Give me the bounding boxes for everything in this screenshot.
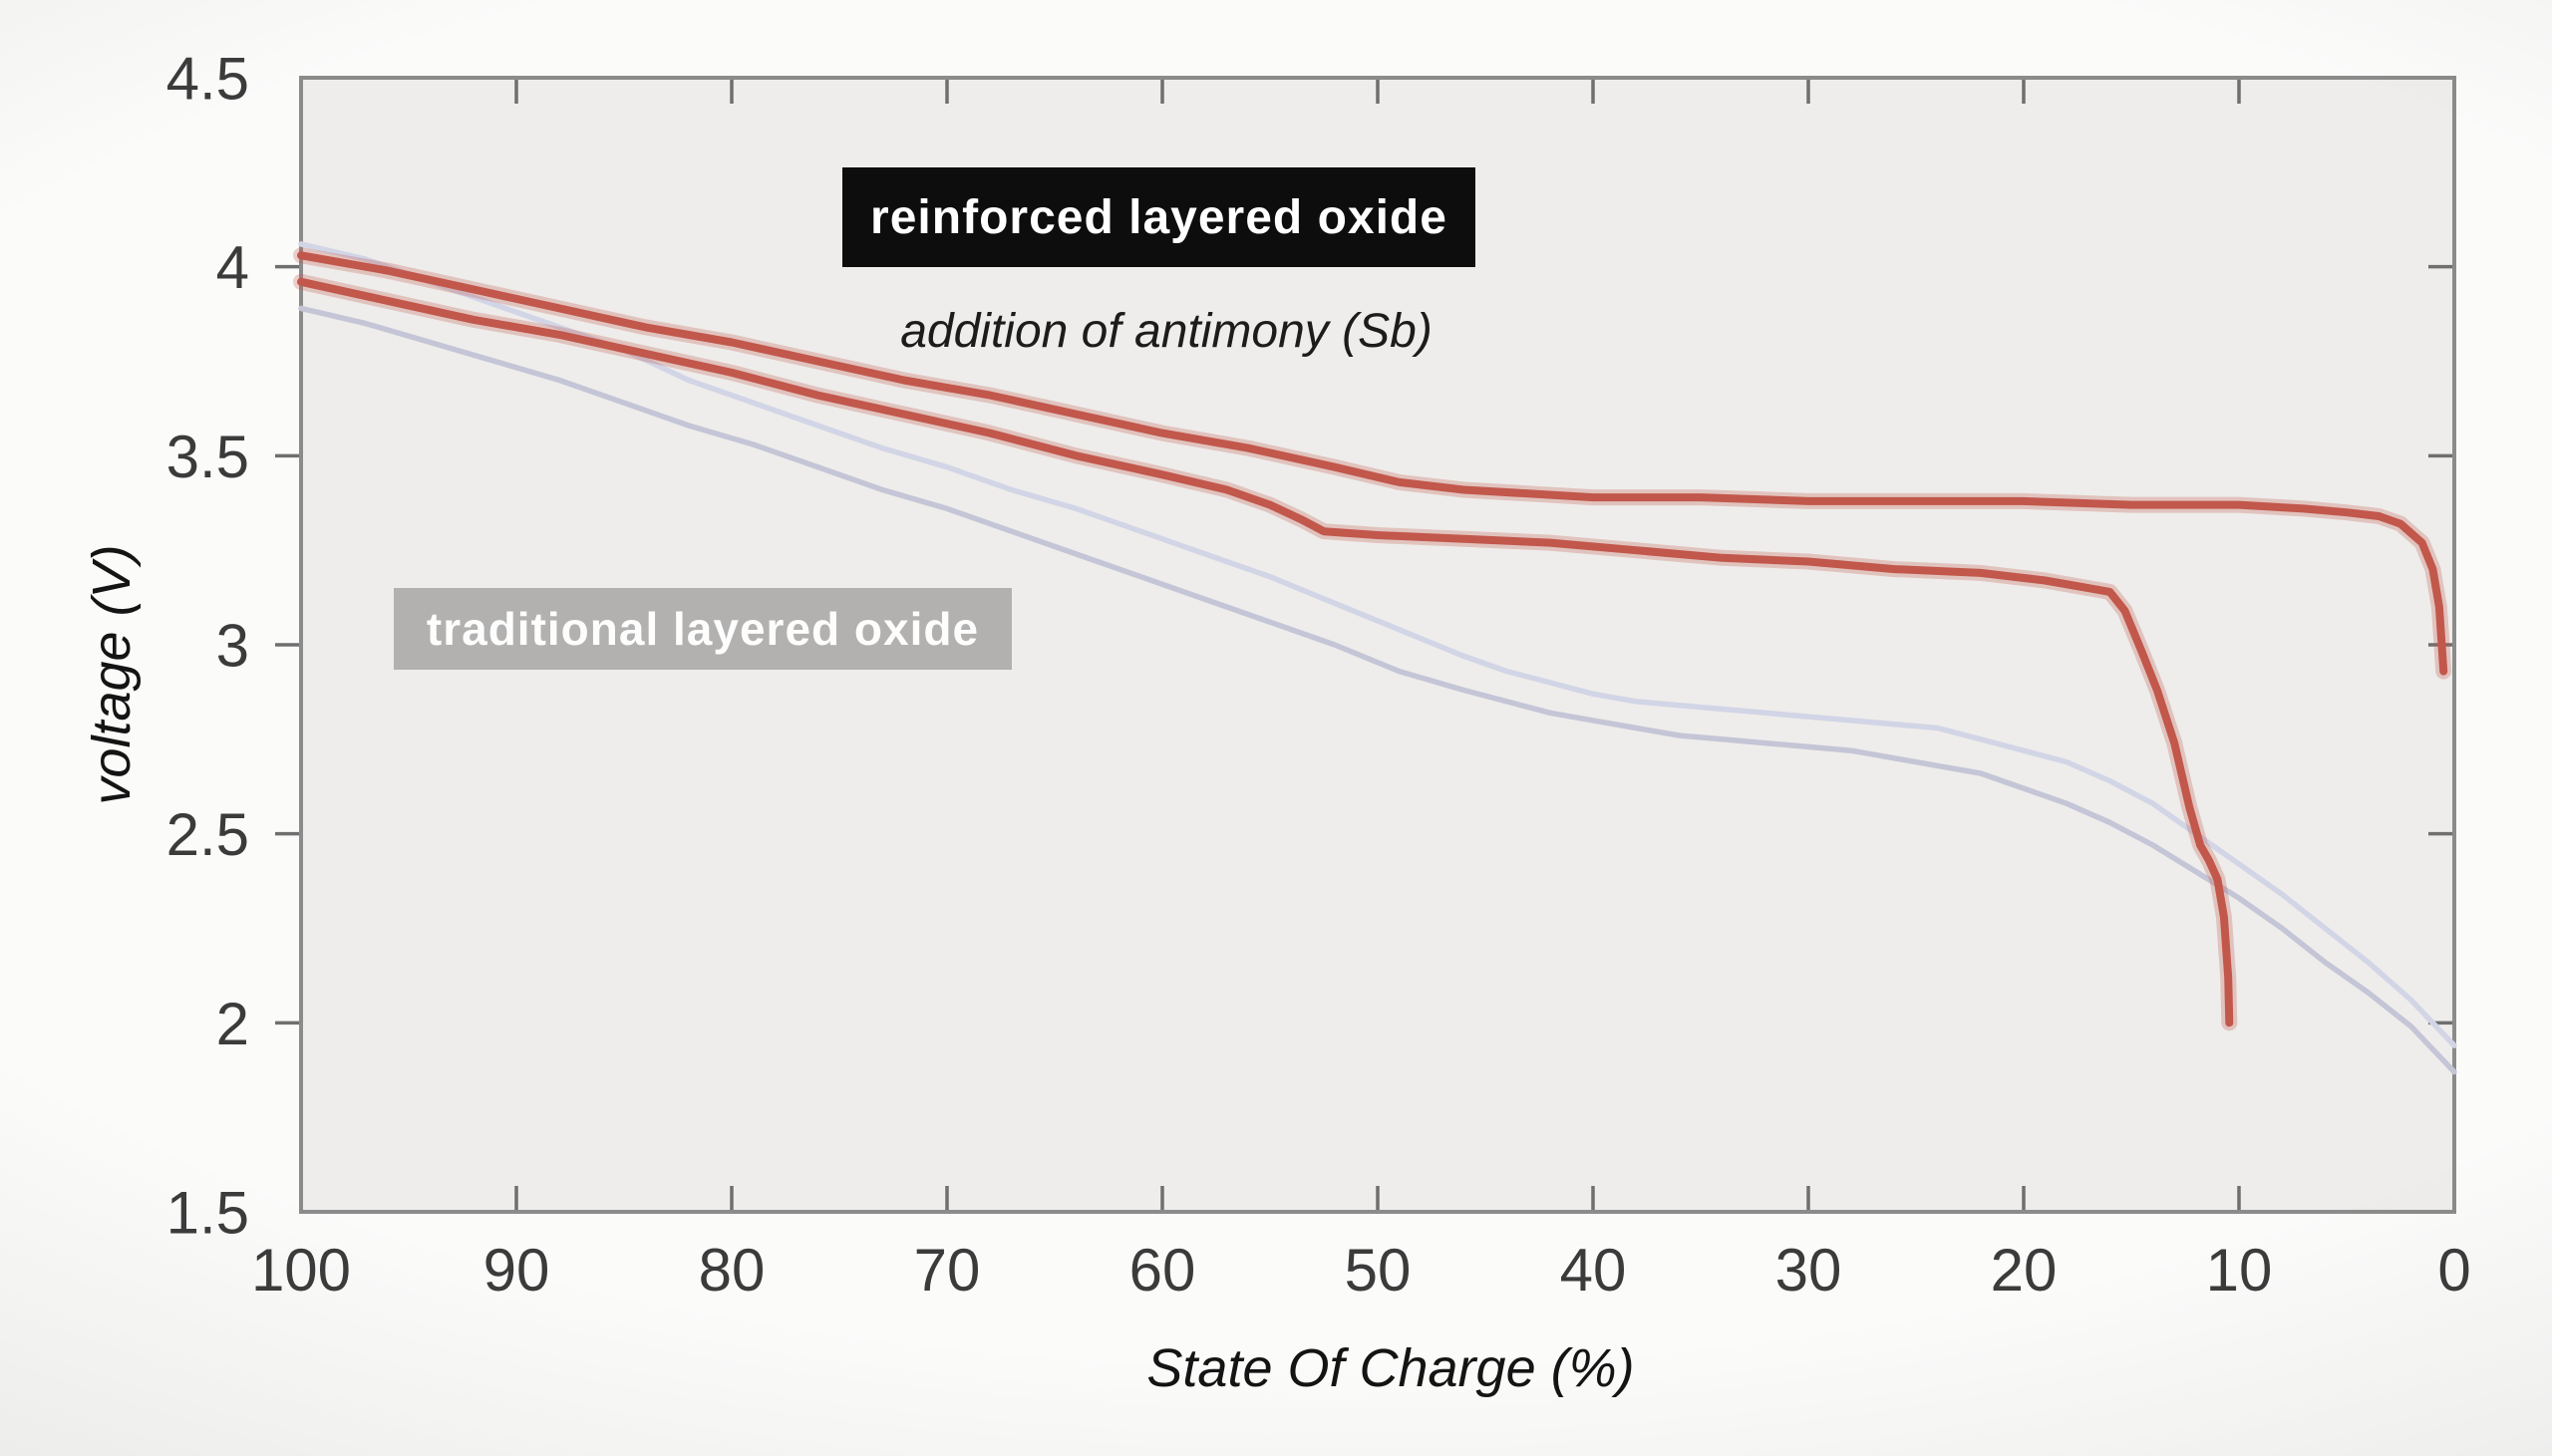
series-line-3 xyxy=(297,277,2234,1027)
y-tick-label: 4.5 xyxy=(166,46,249,113)
y-tick-label: 1.5 xyxy=(166,1180,249,1247)
plot-border xyxy=(299,76,2456,1214)
x-axis-title: State Of Charge (%) xyxy=(1062,1331,1720,1405)
reinforced-series-subtitle-text: addition of antimony (Sb) xyxy=(900,304,1433,358)
x-tick-label: 100 xyxy=(251,1237,351,1304)
x-tick-label: 50 xyxy=(1345,1237,1412,1304)
x-axis-title-text: State Of Charge (%) xyxy=(1146,1338,1635,1398)
y-tick-label: 2 xyxy=(216,991,249,1057)
series-line-2 xyxy=(297,251,2448,676)
y-tick-label: 2.5 xyxy=(166,801,249,868)
x-tick-label: 0 xyxy=(2437,1237,2470,1304)
y-tick-label: 3 xyxy=(216,613,249,680)
x-tick-label: 70 xyxy=(914,1237,981,1304)
series-line-1 xyxy=(298,305,2457,1075)
x-tick-label: 40 xyxy=(1560,1237,1627,1304)
traditional-series-label-box: traditional layered oxide xyxy=(394,588,1012,670)
x-tick-label: 10 xyxy=(2206,1237,2273,1304)
x-tick-label: 20 xyxy=(1991,1237,2058,1304)
y-tick-label: 4 xyxy=(216,234,249,301)
x-tick-label: 30 xyxy=(1775,1237,1842,1304)
reinforced-series-subtitle: addition of antimony (Sb) xyxy=(817,295,1515,367)
y-tick-label: 3.5 xyxy=(166,424,249,490)
x-tick-label: 80 xyxy=(699,1237,766,1304)
x-tick-label: 60 xyxy=(1129,1237,1196,1304)
y-axis-title: voltage (V) xyxy=(77,346,147,1004)
reinforced-series-label: reinforced layered oxide xyxy=(870,190,1447,244)
series-line-0 xyxy=(298,241,2457,1048)
y-axis-title-text: voltage (V) xyxy=(82,544,142,805)
traditional-series-label: traditional layered oxide xyxy=(426,603,980,655)
x-tick-label: 90 xyxy=(483,1237,550,1304)
reinforced-series-label-box: reinforced layered oxide xyxy=(842,167,1475,267)
